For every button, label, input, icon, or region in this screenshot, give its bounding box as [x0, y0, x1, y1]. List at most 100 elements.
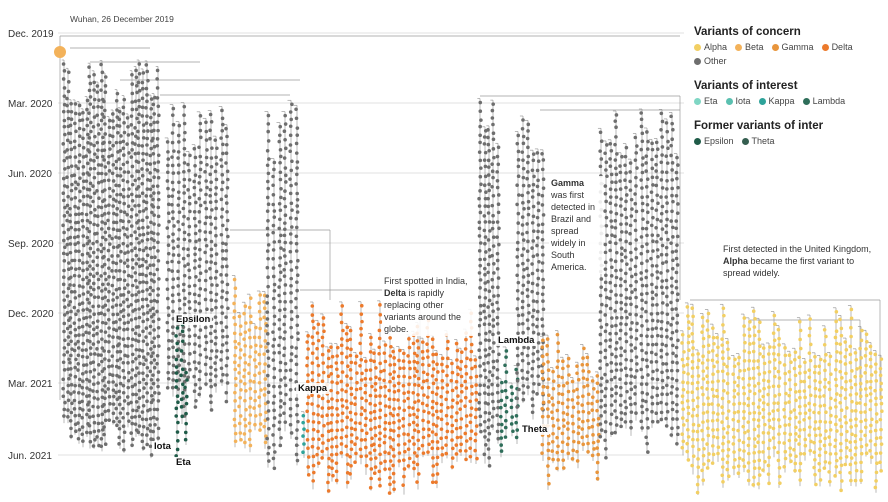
sequence-node — [536, 357, 540, 361]
sequence-node — [725, 391, 730, 395]
sequence-node — [80, 211, 84, 216]
sequence-node — [691, 398, 695, 403]
sequence-node — [450, 429, 454, 434]
sequence-node — [644, 226, 649, 231]
sequence-node — [535, 215, 540, 220]
sequence-node — [213, 261, 218, 266]
sequence-node — [326, 429, 331, 434]
sequence-node — [599, 414, 603, 418]
sequence-node — [213, 342, 218, 346]
sequence-node — [345, 415, 349, 420]
sequence-node — [209, 349, 214, 353]
sequence-node — [540, 193, 545, 198]
sequence-node — [487, 431, 492, 436]
sequence-node — [219, 366, 224, 371]
sequence-node — [435, 472, 440, 476]
sequence-node — [321, 361, 326, 365]
sequence-node — [434, 480, 438, 484]
sequence-node — [148, 308, 153, 312]
sequence-node — [650, 198, 655, 203]
sequence-node — [644, 169, 649, 173]
sequence-node — [864, 332, 869, 337]
sequence-node — [743, 430, 747, 435]
sequence-node — [715, 435, 720, 440]
sequence-node — [103, 339, 108, 344]
sequence-node — [145, 161, 149, 166]
sequence-node — [721, 356, 725, 360]
sequence-node — [155, 77, 159, 81]
sequence-node — [272, 305, 276, 310]
sequence-node — [265, 332, 270, 336]
sequence-node — [430, 480, 435, 485]
sequence-node — [413, 400, 417, 404]
sequence-node — [96, 304, 101, 308]
sequence-node — [382, 351, 387, 355]
sequence-node — [232, 417, 237, 422]
sequence-node — [171, 246, 176, 250]
sequence-node — [478, 210, 483, 215]
sequence-node — [326, 349, 331, 353]
sequence-node — [187, 284, 192, 289]
sequence-node — [111, 292, 116, 296]
sequence-node — [756, 405, 761, 409]
sequence-node — [515, 202, 519, 207]
sequence-node — [155, 86, 160, 90]
sequence-node — [388, 428, 393, 432]
sequence-node — [382, 440, 387, 445]
sequence-node — [289, 241, 293, 245]
sequence-node — [530, 397, 535, 401]
sequence-node — [175, 341, 180, 346]
sequence-node — [482, 257, 487, 262]
sequence-node — [288, 406, 293, 411]
sequence-node — [107, 169, 112, 173]
sequence-node — [77, 284, 82, 288]
sequence-node — [392, 420, 396, 425]
sequence-node — [541, 277, 545, 282]
sequence-node — [746, 403, 751, 408]
sequence-node — [118, 317, 122, 322]
sequence-node — [509, 385, 514, 389]
sequence-node — [838, 400, 843, 405]
sequence-node — [808, 342, 813, 347]
time-axis-label: Mar. 2021 — [8, 379, 53, 390]
sequence-node — [99, 274, 103, 278]
sequence-node — [193, 283, 197, 288]
sequence-node — [283, 420, 288, 424]
sequence-node — [192, 185, 197, 190]
sequence-node — [213, 192, 218, 196]
sequence-node — [85, 322, 89, 327]
sequence-node — [130, 368, 135, 372]
sequence-node — [520, 193, 525, 198]
sequence-node — [204, 192, 208, 197]
sequence-node — [521, 118, 525, 122]
sequence-node — [670, 307, 675, 312]
sequence-node — [853, 374, 858, 379]
sequence-node — [618, 170, 623, 175]
sequence-node — [571, 389, 576, 393]
sequence-node — [624, 381, 628, 386]
sequence-node — [591, 418, 596, 422]
sequence-node — [535, 168, 540, 173]
sequence-node — [721, 448, 725, 453]
sequence-node — [491, 137, 496, 142]
sequence-node — [289, 325, 293, 330]
sequence-node — [540, 269, 545, 273]
sequence-node — [289, 183, 293, 188]
sequence-node — [540, 324, 545, 328]
sequence-node — [233, 353, 237, 358]
sequence-node — [483, 204, 488, 208]
sequence-node — [794, 431, 798, 436]
sequence-node — [585, 383, 590, 388]
sequence-node — [148, 285, 153, 290]
sequence-node — [121, 415, 125, 420]
sequence-node — [131, 392, 135, 397]
sequence-node — [224, 126, 228, 131]
sequence-node — [165, 287, 170, 291]
sequence-node — [392, 480, 396, 484]
sequence-node — [628, 179, 632, 184]
time-axis-label: Mar. 2020 — [8, 99, 53, 110]
sequence-node — [843, 462, 848, 467]
sequence-node — [118, 411, 123, 415]
sequence-node — [651, 369, 655, 374]
sequence-node — [130, 100, 135, 104]
